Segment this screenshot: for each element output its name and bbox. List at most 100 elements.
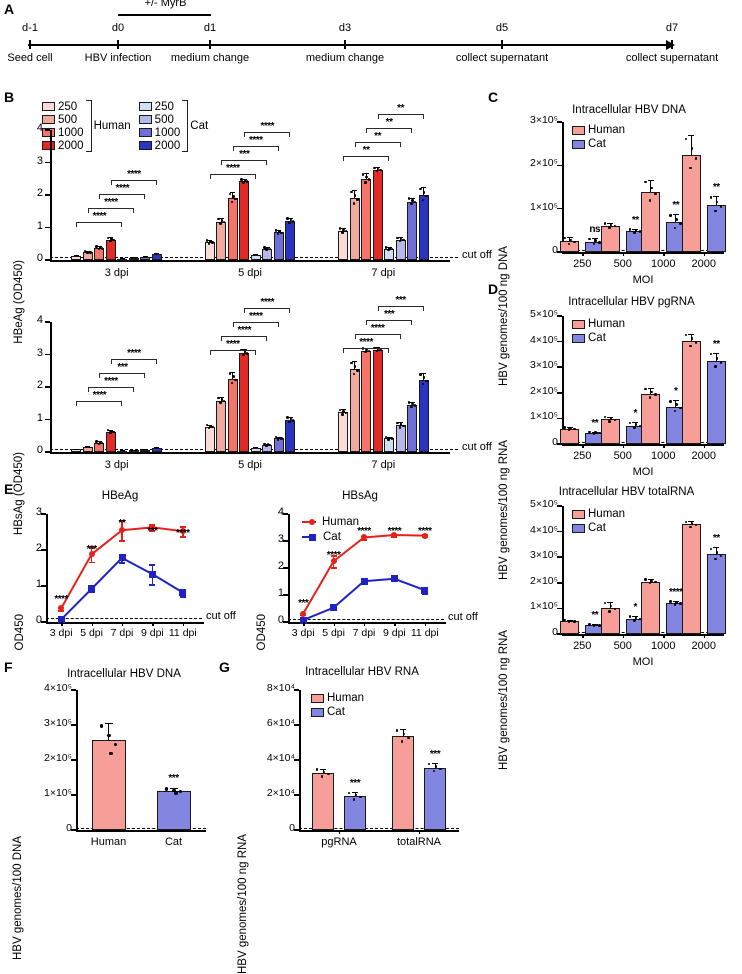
legend-item-human: Human xyxy=(572,318,625,330)
y-tick xyxy=(283,540,288,542)
data-point xyxy=(714,365,717,368)
data-point xyxy=(205,423,208,427)
data-point xyxy=(113,742,118,747)
data-point xyxy=(344,229,348,233)
data-point xyxy=(569,238,572,242)
significance-label: **** xyxy=(237,325,252,336)
data-point xyxy=(268,247,272,251)
significance-bracket xyxy=(76,401,123,406)
significance-label: **** xyxy=(176,528,190,539)
y-tick xyxy=(294,829,299,831)
data-point xyxy=(232,195,235,198)
data-point xyxy=(648,199,652,202)
data-point xyxy=(598,241,601,244)
error-cap xyxy=(421,186,427,188)
legend-item-cat-1000: 1000 xyxy=(138,127,180,139)
y-tick-label: 0 xyxy=(66,822,72,834)
data-point xyxy=(350,190,353,194)
data-point xyxy=(410,202,413,206)
data-point xyxy=(86,251,89,255)
bar xyxy=(706,554,726,634)
error-bar xyxy=(715,352,717,361)
legend-label-human-2000: 2000 xyxy=(58,139,84,152)
bar xyxy=(418,379,429,452)
bar xyxy=(361,350,372,452)
data-point xyxy=(567,428,571,431)
significance-label: **** xyxy=(115,183,130,194)
y-tick xyxy=(557,366,562,368)
significance-label: **** xyxy=(127,348,141,359)
significance-bracket xyxy=(232,322,279,327)
x-axis-label: MOI xyxy=(632,274,654,286)
x-tick-label: 3 dpi xyxy=(291,627,315,639)
data-point xyxy=(398,239,402,243)
error-cap xyxy=(276,229,282,231)
y-tick xyxy=(45,321,50,323)
data-point xyxy=(356,198,359,201)
data-point xyxy=(352,798,356,801)
error-bar xyxy=(232,371,234,379)
bar xyxy=(227,198,238,260)
data-point xyxy=(211,425,214,429)
data-marker-cat xyxy=(88,585,96,593)
data-point xyxy=(603,222,607,225)
data-point xyxy=(109,239,112,243)
data-point xyxy=(609,417,613,420)
data-point xyxy=(714,209,717,213)
y-tick xyxy=(557,340,562,343)
error-cap xyxy=(241,348,247,350)
x-tick xyxy=(394,622,396,626)
y-tick-label: 0 xyxy=(35,614,42,626)
x-tick-label: 1000 xyxy=(651,450,676,462)
x-axis xyxy=(562,634,724,636)
x-tick xyxy=(622,634,625,638)
bar xyxy=(641,191,661,252)
data-point xyxy=(633,619,636,622)
data-point xyxy=(209,240,212,243)
x-tick xyxy=(419,830,421,834)
error-bar xyxy=(690,333,692,341)
data-point xyxy=(413,200,417,204)
data-point xyxy=(613,607,617,610)
x-tick xyxy=(582,252,584,256)
legend-label-cat: Cat xyxy=(323,531,341,543)
y-tick xyxy=(45,129,50,131)
myrb-label: +/- MyrB xyxy=(144,0,187,9)
data-point xyxy=(219,222,222,225)
y-tick xyxy=(557,582,562,584)
legend-item-cat: Cat xyxy=(302,531,359,543)
x-tick xyxy=(152,622,154,626)
y-tick xyxy=(45,194,50,196)
x-tick-label: 500 xyxy=(613,450,632,462)
y-tick xyxy=(557,607,562,610)
x-tick-label: 500 xyxy=(613,640,632,652)
data-point xyxy=(689,344,692,348)
bar xyxy=(128,258,139,261)
data-point xyxy=(230,200,234,203)
data-point xyxy=(278,230,281,233)
data-point xyxy=(395,729,399,732)
y-tick-label: 2 xyxy=(36,187,43,199)
timeline-day-label: d0 xyxy=(111,22,125,34)
data-point xyxy=(352,372,356,376)
panel-d-letter: D xyxy=(488,281,499,297)
data-point xyxy=(432,769,436,773)
data-point xyxy=(315,768,319,771)
y-tick xyxy=(45,353,50,356)
cutoff-label: cut off xyxy=(462,248,492,261)
error-bar xyxy=(675,213,677,223)
data-point xyxy=(232,375,235,378)
x-tick xyxy=(61,622,63,626)
data-point xyxy=(422,376,426,379)
bar xyxy=(285,221,296,260)
chart-title: Intracellular HBV pgRNA xyxy=(568,296,695,308)
data-point xyxy=(628,421,632,425)
x-axis xyxy=(562,252,724,254)
data-marker-cat xyxy=(148,570,156,578)
baseline-dashed xyxy=(76,828,206,829)
data-point xyxy=(375,349,379,353)
data-point xyxy=(634,423,638,426)
x-axis xyxy=(46,622,204,624)
data-marker-human xyxy=(58,605,65,612)
cutoff-label: cut off xyxy=(448,611,478,624)
